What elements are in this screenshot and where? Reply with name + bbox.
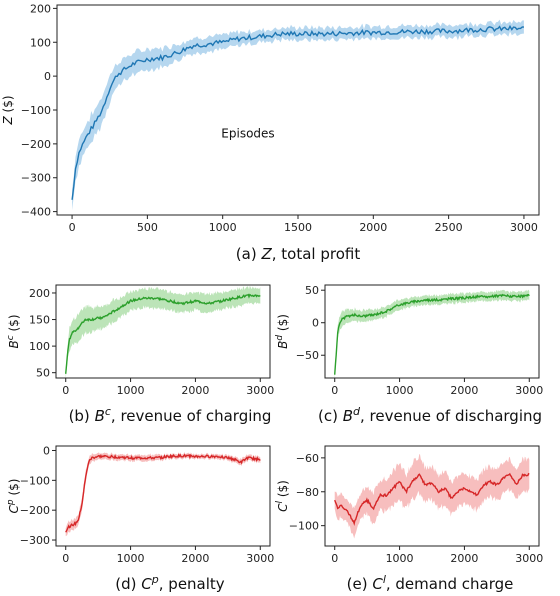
y-tick-label-a: −400 <box>21 206 51 219</box>
y-axis-label-e: Cl ($) <box>275 480 290 512</box>
chart-e: 0 1000 2000 3000 −100 −80 −60 Cl ($) (e) Cl, dem… <box>275 445 543 594</box>
axes-frame-d <box>55 445 271 547</box>
y-tick-label-e: −100 <box>289 520 319 533</box>
y-axis-label-d: Cp ($) <box>6 479 21 514</box>
series-line-b <box>65 293 261 374</box>
x-tick-label-a: 3000 <box>510 221 538 234</box>
y-tick-label-b: 50 <box>36 367 50 380</box>
y-tick-label-c: −50 <box>296 349 319 362</box>
x-tick-label-e: 1000 <box>386 552 414 565</box>
x-tick-label-a: 2000 <box>359 221 387 234</box>
y-tick-label-d: −300 <box>20 534 50 547</box>
annotation-a: Episodes <box>221 127 274 141</box>
x-tick-label-a: 0 <box>69 221 76 234</box>
series-line-c <box>334 293 530 375</box>
band-e <box>334 454 530 539</box>
band-a <box>72 19 524 211</box>
axes-frame-c <box>324 284 540 379</box>
y-tick-label-a: −200 <box>21 138 51 151</box>
x-tick-label-b: 1000 <box>117 384 145 397</box>
x-tick-label-c: 2000 <box>450 384 478 397</box>
y-axis-label-b: Bc ($) <box>6 315 21 349</box>
plot-area-a <box>71 19 524 211</box>
x-tick-label-d: 3000 <box>246 552 274 565</box>
series-line-e <box>334 472 530 526</box>
plot-area-d <box>65 452 261 537</box>
y-tick-label-d: 0 <box>43 444 50 457</box>
axes-frame-e <box>324 445 540 547</box>
y-tick-label-a: −300 <box>21 172 51 185</box>
x-tick-label-b: 2000 <box>181 384 209 397</box>
x-tick-label-a: 1000 <box>209 221 237 234</box>
plot-area-e <box>334 454 530 539</box>
y-tick-label-e: −80 <box>296 486 319 499</box>
x-tick-label-a: 500 <box>137 221 158 234</box>
y-tick-label-a: 200 <box>30 2 51 15</box>
x-tick-label-d: 1000 <box>117 552 145 565</box>
y-tick-label-b: 100 <box>29 340 50 353</box>
x-tick-label-b: 0 <box>62 384 69 397</box>
x-tick-label-b: 3000 <box>246 384 274 397</box>
x-tick-label-a: 1500 <box>284 221 312 234</box>
y-tick-label-a: −100 <box>21 104 51 117</box>
chart-d: 0 1000 2000 3000 −300 −200 −100 0 Cp ($) (d) Cp, … <box>6 444 274 593</box>
y-tick-label-d: −200 <box>20 504 50 517</box>
y-tick-label-c: 50 <box>305 284 319 297</box>
y-tick-label-b: 150 <box>29 314 50 327</box>
x-tick-label-c: 1000 <box>386 384 414 397</box>
chart-b: 0 1000 2000 3000 50 100 150 200 Bc ($) (b) Bc, re… <box>6 284 274 426</box>
series-line-d <box>65 453 261 533</box>
series-line-a <box>71 24 524 200</box>
y-axis-label-a: Z ($) <box>1 95 15 125</box>
y-tick-label-e: −60 <box>296 452 319 465</box>
y-axis-label-c: Bd ($) <box>275 314 290 349</box>
y-tick-label-d: −100 <box>20 474 50 487</box>
chart-a: 0 500 1000 1500 2000 2500 3000−400−300−200−100… <box>1 2 540 263</box>
x-tick-label-e: 0 <box>331 552 338 565</box>
x-tick-label-e: 3000 <box>515 552 543 565</box>
band-b <box>65 286 261 378</box>
x-tick-label-d: 0 <box>62 552 69 565</box>
plot-area-b <box>65 286 261 378</box>
y-tick-label-a: 100 <box>30 36 51 49</box>
chart-c: 0 1000 2000 3000 −50 0 50 Bd ($) (c) Bd, revenue… <box>275 284 543 425</box>
caption-d: (d) Cp, penalty <box>115 573 225 594</box>
plot-area-c <box>334 289 530 378</box>
x-tick-label-c: 0 <box>331 384 338 397</box>
caption-a: (a) Z, total profit <box>236 245 361 263</box>
y-tick-label-c: 0 <box>312 317 319 330</box>
caption-c: (c) Bd, revenue of discharging <box>318 405 542 426</box>
x-tick-label-e: 2000 <box>450 552 478 565</box>
x-tick-label-d: 2000 <box>181 552 209 565</box>
y-tick-label-b: 200 <box>29 287 50 300</box>
band-c <box>334 289 530 378</box>
x-tick-label-c: 3000 <box>515 384 543 397</box>
axes-frame-b <box>55 284 271 379</box>
caption-b: (b) Bc, revenue of charging <box>69 405 272 426</box>
y-tick-label-a: 0 <box>44 70 51 83</box>
caption-e: (e) Cl, demand charge <box>347 573 514 594</box>
band-d <box>65 452 261 537</box>
x-tick-label-a: 2500 <box>435 221 463 234</box>
